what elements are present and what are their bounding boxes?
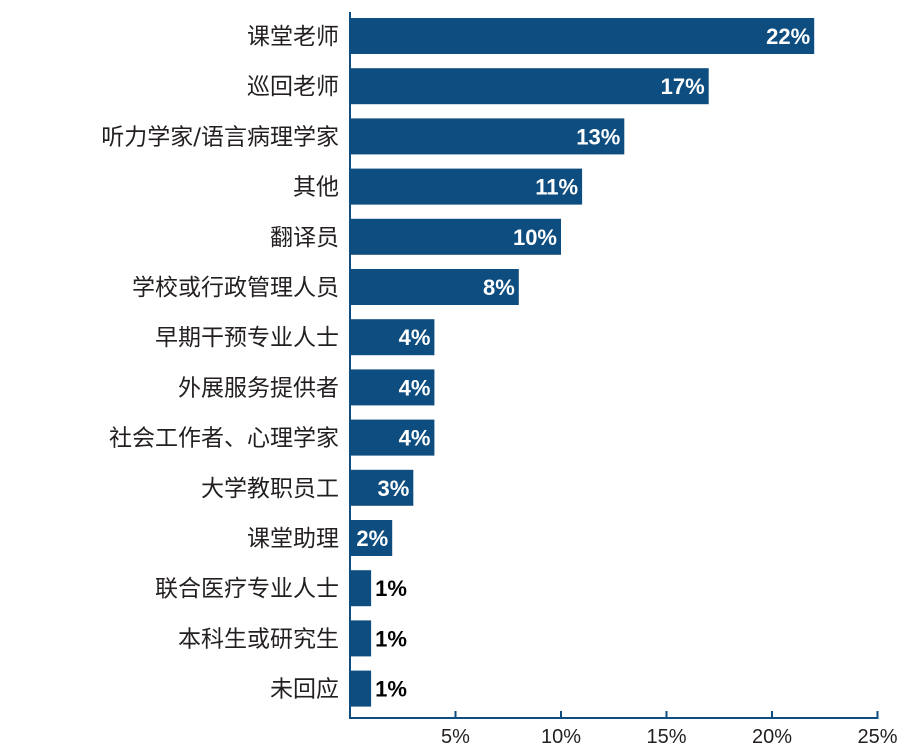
value-label: 10% [513, 225, 557, 250]
axes: 5% 10% 15% 20% 25% [349, 12, 898, 748]
value-label: 2% [356, 526, 388, 551]
value-label: 13% [576, 124, 620, 149]
category-label: 本科生或研究生 [178, 626, 339, 652]
bar [350, 319, 435, 356]
value-label: 11% [535, 175, 578, 200]
bar [350, 520, 393, 556]
x-tick-label: 20% [752, 726, 792, 748]
value-label: 4% [399, 375, 431, 400]
bar [350, 469, 414, 506]
category-labels: 课堂老师巡回老师听力学家/语言病理学家其他翻译员学校或行政管理人员早期干预专业人… [101, 24, 339, 703]
value-label: 1% [375, 576, 407, 601]
value-label: 1% [375, 677, 407, 702]
bar [350, 419, 435, 456]
x-tick-label: 10% [541, 726, 581, 748]
value-label: 3% [378, 476, 410, 501]
value-labels: 22% 17% 13% 11% 10% 8% 4% 4% 4% 3% 2% 1% 1% 1% [356, 24, 810, 702]
value-label: 22% [766, 24, 810, 49]
bar [350, 620, 372, 657]
bar [350, 218, 561, 255]
category-label: 翻译员 [270, 225, 339, 251]
category-label: 其他 [293, 175, 339, 201]
category-label: 社会工作者、心理学家 [109, 426, 339, 452]
value-label: 17% [661, 74, 705, 99]
x-tick-label: 5% [441, 726, 470, 748]
x-tick-label: 15% [646, 726, 686, 748]
category-label: 课堂老师 [247, 24, 339, 50]
x-tick-label: 25% [857, 726, 897, 748]
bar [350, 168, 583, 205]
category-label: 听力学家/语言病理学家 [101, 124, 339, 150]
category-label: 早期干预专业人士 [155, 325, 339, 351]
category-label: 大学教职员工 [201, 476, 339, 502]
category-label: 外展服务提供者 [178, 375, 339, 401]
bar [350, 269, 519, 305]
value-label: 4% [399, 426, 431, 451]
bars-layer [350, 18, 815, 707]
bar [350, 670, 372, 707]
value-label: 1% [375, 626, 407, 651]
category-label: 学校或行政管理人员 [132, 275, 339, 301]
value-label: 4% [399, 325, 431, 350]
bar [350, 18, 815, 54]
bar [350, 570, 372, 607]
bar [350, 118, 625, 155]
bar [350, 68, 709, 105]
category-label: 课堂助理 [247, 526, 339, 552]
category-label: 联合医疗专业人士 [155, 576, 339, 602]
category-label: 未回应 [270, 677, 339, 703]
value-label: 8% [483, 275, 515, 300]
category-label: 巡回老师 [247, 74, 339, 100]
bar [350, 369, 435, 406]
